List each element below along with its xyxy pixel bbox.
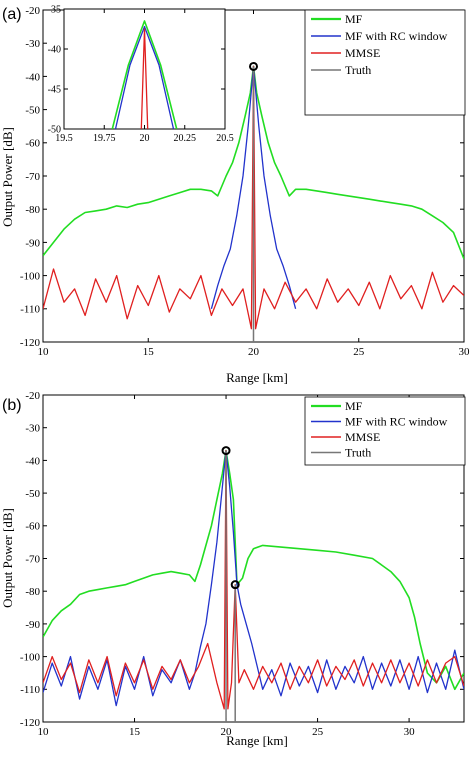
legend-label-mf-with-rc-window-b: MF with RC window [345, 415, 448, 429]
y-tick-label-b: -90 [25, 619, 40, 631]
x-tick-label-inset-a: 19.5 [55, 133, 73, 144]
series-mf-with-rc-window-inset-a [114, 25, 175, 129]
x-tick-label-b: 15 [129, 726, 141, 738]
legend-box-b [304, 396, 466, 466]
x-axis-label-b: Range [km] [226, 733, 288, 748]
x-tick-label-inset-a: 20.5 [216, 133, 234, 144]
x-axis-label-a: Range [km] [226, 370, 288, 385]
series-mf-b [43, 449, 464, 691]
tick-labels-b: 10 15 20 25 30 -20 -30 -40 -50 -60 -70 -80 -90 -100 -1… [20, 390, 415, 738]
x-tick-label-a: 30 [459, 346, 471, 358]
y-tick-label-b: -70 [25, 553, 40, 565]
y-tick-label-a: -100 [20, 270, 41, 282]
x-tick-label-a: 15 [143, 346, 155, 358]
y-tick-label-b: -80 [25, 586, 40, 598]
y-tick-label-b: -100 [20, 651, 41, 663]
panel-label-a: (a) [2, 6, 22, 23]
y-axis-label-b: Output Power [dB] [0, 508, 15, 608]
y-tick-label-a: -80 [25, 204, 40, 216]
y-tick-label-inset-a: -40 [48, 45, 61, 56]
y-tick-label-b: -20 [25, 390, 40, 402]
series-mf-inset-a [111, 20, 178, 129]
peak-marker-a [249, 61, 258, 71]
panel-a: (a) 10 15 20 25 30 -20 -30 -40 -50 -60 -70 -80 -90 -1… [0, 5, 470, 386]
legend-a: MF MF with RC window MMSE Truth [304, 9, 466, 116]
y-tick-label-a: -60 [25, 138, 40, 150]
y-tick-label-a: -40 [25, 71, 40, 83]
peak-marker-b [221, 446, 231, 456]
y-tick-label-b: -50 [25, 488, 40, 500]
inset-plot-a: 19.5 19.75 20 20.25 20.5 -35 -40 -45 -50 [48, 5, 234, 145]
x-tick-label-inset-a: 20 [140, 133, 150, 144]
y-axis-label-a: Output Power [dB] [0, 127, 15, 227]
series-mmse-b [43, 449, 464, 710]
x-tick-label-b: 20 [221, 726, 233, 738]
x-tick-label-inset-a: 20.25 [174, 133, 197, 144]
y-tick-label-inset-a: -45 [48, 85, 61, 96]
x-tick-label-a: 25 [353, 346, 365, 358]
legend-box-a [304, 9, 466, 116]
legend-label-mf-with-rc-window-a: MF with RC window [345, 29, 448, 43]
y-tick-label-b: -30 [25, 423, 40, 435]
series-mmse-inset-a [140, 28, 149, 129]
peak-marker-b [230, 580, 240, 590]
y-tick-label-a: -50 [25, 104, 40, 116]
tick-labels-a: 10 15 20 25 30 -20 -30 -40 -50 -60 -70 -80 -90 -100 -1… [20, 5, 470, 358]
y-tick-label-a: -30 [25, 38, 40, 50]
y-tick-label-a: -70 [25, 171, 40, 183]
x-tick-label-b: 10 [38, 726, 50, 738]
series-mmse-a [43, 65, 464, 330]
x-tick-label-inset-a: 19.75 [93, 133, 116, 144]
x-tick-label-b: 30 [404, 726, 416, 738]
y-tick-label-b: -110 [20, 684, 40, 696]
legend-label-truth-a: Truth [345, 63, 371, 77]
y-tick-label-b: -120 [20, 717, 41, 729]
legend-label-mmse-a: MMSE [345, 46, 380, 60]
y-tick-label-b: -60 [25, 521, 40, 533]
y-tick-label-b: -40 [25, 455, 40, 467]
legend-label-mmse-b: MMSE [345, 430, 380, 444]
panel-b: (b) 10 15 20 25 30 -20 -30 -40 -50 -60 -70 -80 -90 -1… [0, 390, 466, 748]
panel-label-b: (b) [2, 397, 22, 414]
legend-label-mf-a: MF [345, 12, 363, 26]
series-mf-with-rc-window-b [43, 449, 464, 707]
x-tick-label-a: 20 [248, 346, 260, 358]
x-tick-label-b: 25 [312, 726, 324, 738]
x-tick-label-a: 10 [38, 346, 50, 358]
y-tick-label-inset-a: -50 [48, 125, 61, 136]
y-tick-label-inset-a: -35 [48, 5, 61, 16]
y-tick-label-a: -90 [25, 237, 40, 249]
y-tick-label-a: -110 [20, 304, 40, 316]
y-tick-label-a: -120 [20, 337, 41, 349]
legend-label-mf-b: MF [345, 399, 363, 413]
y-tick-label-a: -20 [25, 5, 40, 17]
legend-label-truth-b: Truth [345, 446, 371, 460]
